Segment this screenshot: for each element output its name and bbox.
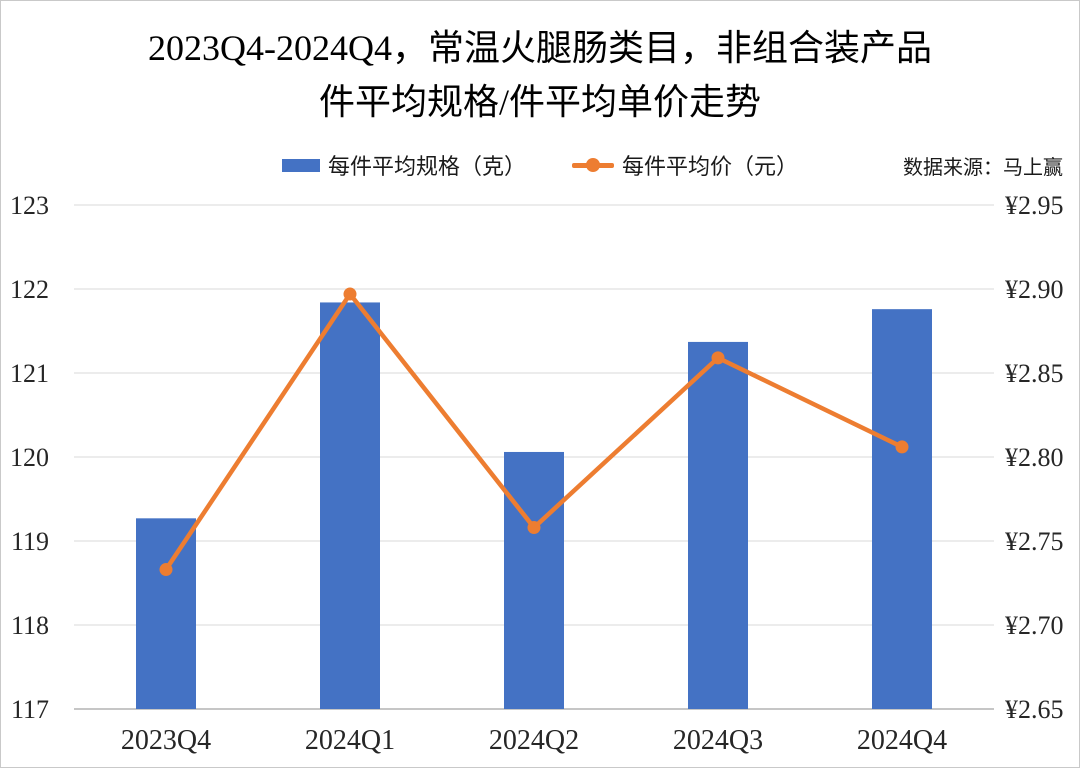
bar-2023Q4 — [136, 518, 196, 709]
price-point-2023Q4 — [159, 563, 173, 577]
legend-line-dot — [586, 158, 601, 172]
x-axis-label-2024Q1: 2024Q1 — [305, 725, 395, 756]
legend-bar-label: 每件平均规格（克） — [328, 154, 527, 179]
chart-title-line1: 2023Q4-2024Q4，常温火腿肠类目，非组合装产品 — [148, 28, 932, 68]
right-axis-tick: ¥2.85 — [1005, 359, 1064, 388]
right-axis-tick: ¥2.75 — [1005, 527, 1064, 556]
data-source-note: 数据来源：马上赢 — [903, 157, 1063, 179]
legend-item-price: 每件平均价（元） — [572, 149, 798, 181]
bar-2024Q2 — [504, 451, 564, 709]
x-axis-label-2024Q2: 2024Q2 — [489, 725, 579, 756]
chart-title: 2023Q4-2024Q4，常温火腿肠类目，非组合装产品 件平均规格/件平均单价… — [1, 21, 1079, 129]
right-axis-tick: ¥2.90 — [1005, 275, 1064, 304]
legend-row: 每件平均规格（克） 每件平均价（元） 数据来源：马上赢 — [1, 149, 1079, 183]
x-axis-label-2023Q4: 2023Q4 — [121, 725, 211, 756]
x-axis-label-2024Q3: 2024Q3 — [673, 725, 763, 756]
left-axis-tick: 119 — [11, 527, 49, 556]
bar-2024Q4 — [872, 309, 932, 709]
bar-2024Q1 — [320, 302, 380, 709]
price-point-2024Q2 — [527, 521, 541, 535]
legend-bar-swatch — [282, 158, 320, 172]
legend-item-spec: 每件平均规格（克） — [282, 149, 526, 181]
chart-title-line2: 件平均规格/件平均单价走势 — [318, 82, 761, 122]
price-point-2024Q3 — [711, 351, 725, 365]
legend-line-label: 每件平均价（元） — [622, 154, 799, 179]
chart-legend: 每件平均规格（克） 每件平均价（元） — [282, 149, 798, 181]
left-axis-tick: 118 — [11, 611, 49, 640]
left-axis-tick: 123 — [10, 191, 49, 220]
price-point-2024Q4 — [895, 440, 909, 454]
left-axis-tick: 120 — [10, 443, 49, 472]
x-axis-label-2024Q4: 2024Q4 — [857, 725, 947, 756]
right-axis-tick: ¥2.70 — [1005, 611, 1064, 640]
right-axis-tick: ¥2.80 — [1005, 443, 1064, 472]
left-axis-tick: 122 — [10, 275, 49, 304]
legend-line-marker — [572, 158, 615, 172]
bar-2024Q3 — [688, 341, 748, 709]
price-point-2024Q1 — [343, 287, 357, 301]
left-axis-tick: 121 — [10, 359, 49, 388]
left-axis-tick: 117 — [11, 695, 49, 724]
right-axis-tick: ¥2.95 — [1005, 191, 1064, 220]
right-axis-tick: ¥2.65 — [1005, 695, 1064, 724]
